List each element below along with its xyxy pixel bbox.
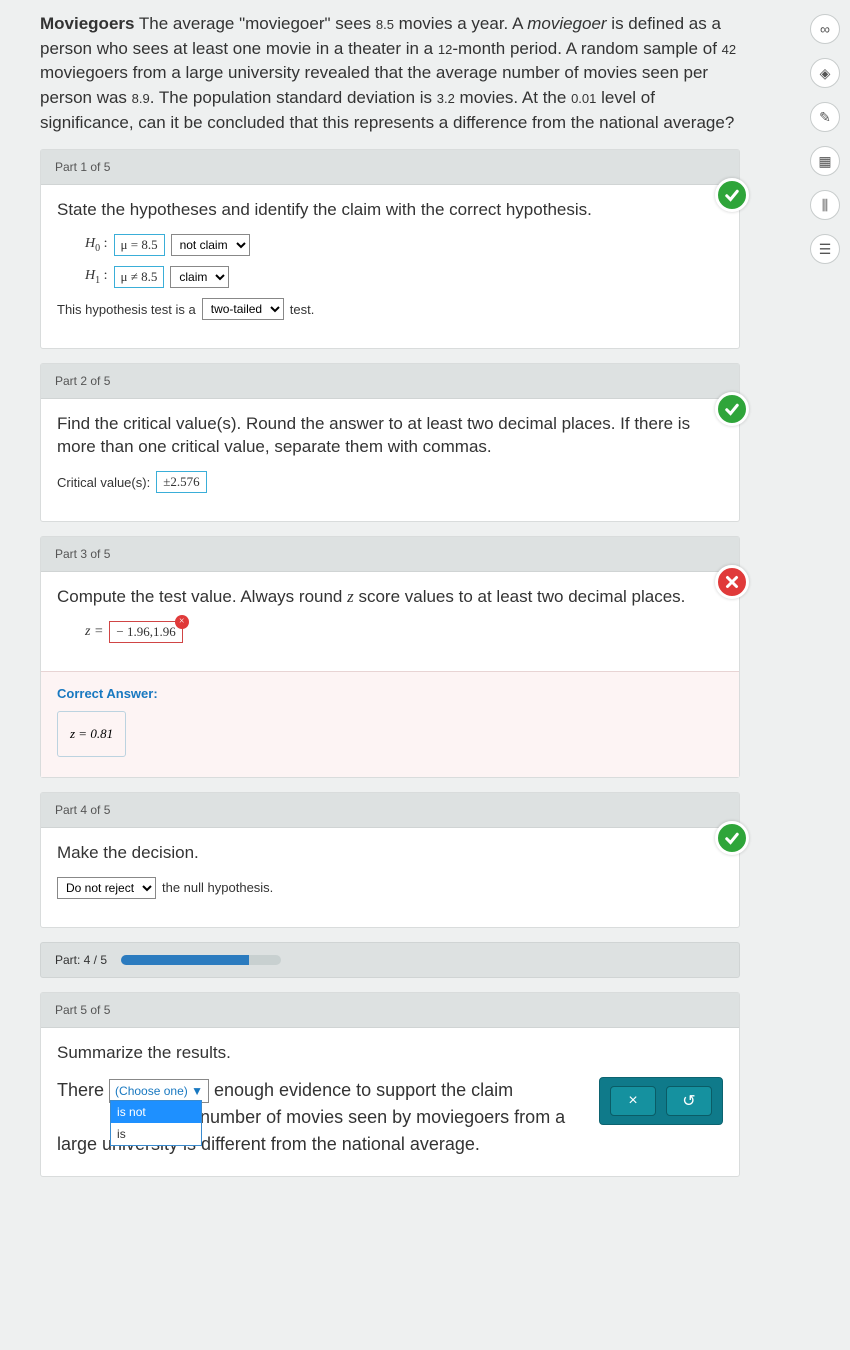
correct-answer-block: Correct Answer: z = 0.81 [41,671,739,777]
part-5-header: Part 5 of 5 [41,993,739,1028]
part-3-instruction: Compute the test value. Always round z s… [57,586,723,609]
dropdown-option-isnot[interactable]: is not [111,1101,201,1123]
tail-select[interactable]: two-tailed [202,298,284,320]
h0-value-input[interactable]: μ = 8.5 [114,234,165,256]
summary-dropdown[interactable]: (Choose one) ▼ is not is [109,1079,209,1103]
part-3-header: Part 3 of 5 [41,537,739,572]
z-value-input[interactable]: − 1.96,1.96 × [109,621,182,643]
close-button[interactable]: × [610,1086,656,1116]
tool-diamond-icon[interactable]: ◈ [810,58,840,88]
status-correct-icon [715,821,749,855]
status-correct-icon [715,392,749,426]
critical-value-input[interactable]: ±2.576 [156,471,206,493]
reset-button[interactable]: ↺ [666,1086,712,1116]
progress-label: Part: 4 / 5 [55,953,107,967]
h1-claim-select[interactable]: claim [170,266,229,288]
part-5-instruction: Summarize the results. [57,1042,723,1065]
part-1-panel: Part 1 of 5 State the hypotheses and ide… [40,149,740,349]
tool-list-icon[interactable]: ☰ [810,234,840,264]
tool-edit-icon[interactable]: ✎ [810,102,840,132]
part-5-panel: Part 5 of 5 Summarize the results. × ↺ T… [40,992,740,1177]
status-correct-icon [715,178,749,212]
status-wrong-icon [715,565,749,599]
problem-title: Moviegoers [40,14,134,33]
h1-value-input[interactable]: μ ≠ 8.5 [114,266,165,288]
part-4-panel: Part 4 of 5 Make the decision. Do not re… [40,792,740,928]
part-3-panel: Part 3 of 5 Compute the test value. Alwa… [40,536,740,778]
correct-answer-value: z = 0.81 [57,711,126,757]
progress-panel: Part: 4 / 5 [40,942,740,978]
tool-grid-icon[interactable]: ▦ [810,146,840,176]
part-1-header: Part 1 of 5 [41,150,739,185]
part-2-instruction: Find the critical value(s). Round the an… [57,413,723,459]
decision-select[interactable]: Do not reject [57,877,156,899]
action-box: × ↺ [599,1077,723,1125]
problem-statement: Moviegoers The average "moviegoer" sees … [40,12,740,135]
part-1-instruction: State the hypotheses and identify the cl… [57,199,723,222]
right-toolbar: ∞ ◈ ✎ ▦ ⫼ ☰ [810,14,840,264]
progress-bar [121,955,281,965]
part-2-panel: Part 2 of 5 Find the critical value(s). … [40,363,740,522]
summary-dropdown-menu: is not is [110,1100,202,1146]
tool-infinity-icon[interactable]: ∞ [810,14,840,44]
part-4-header: Part 4 of 5 [41,793,739,828]
correct-answer-label: Correct Answer: [57,686,723,701]
part-4-instruction: Make the decision. [57,842,723,865]
tool-chart-icon[interactable]: ⫼ [810,190,840,220]
part-5-summary: There (Choose one) ▼ is not is enough ev… [57,1077,577,1158]
wrong-badge-icon: × [175,615,189,629]
h0-claim-select[interactable]: not claim [171,234,250,256]
dropdown-option-is[interactable]: is [111,1123,201,1145]
part-2-header: Part 2 of 5 [41,364,739,399]
